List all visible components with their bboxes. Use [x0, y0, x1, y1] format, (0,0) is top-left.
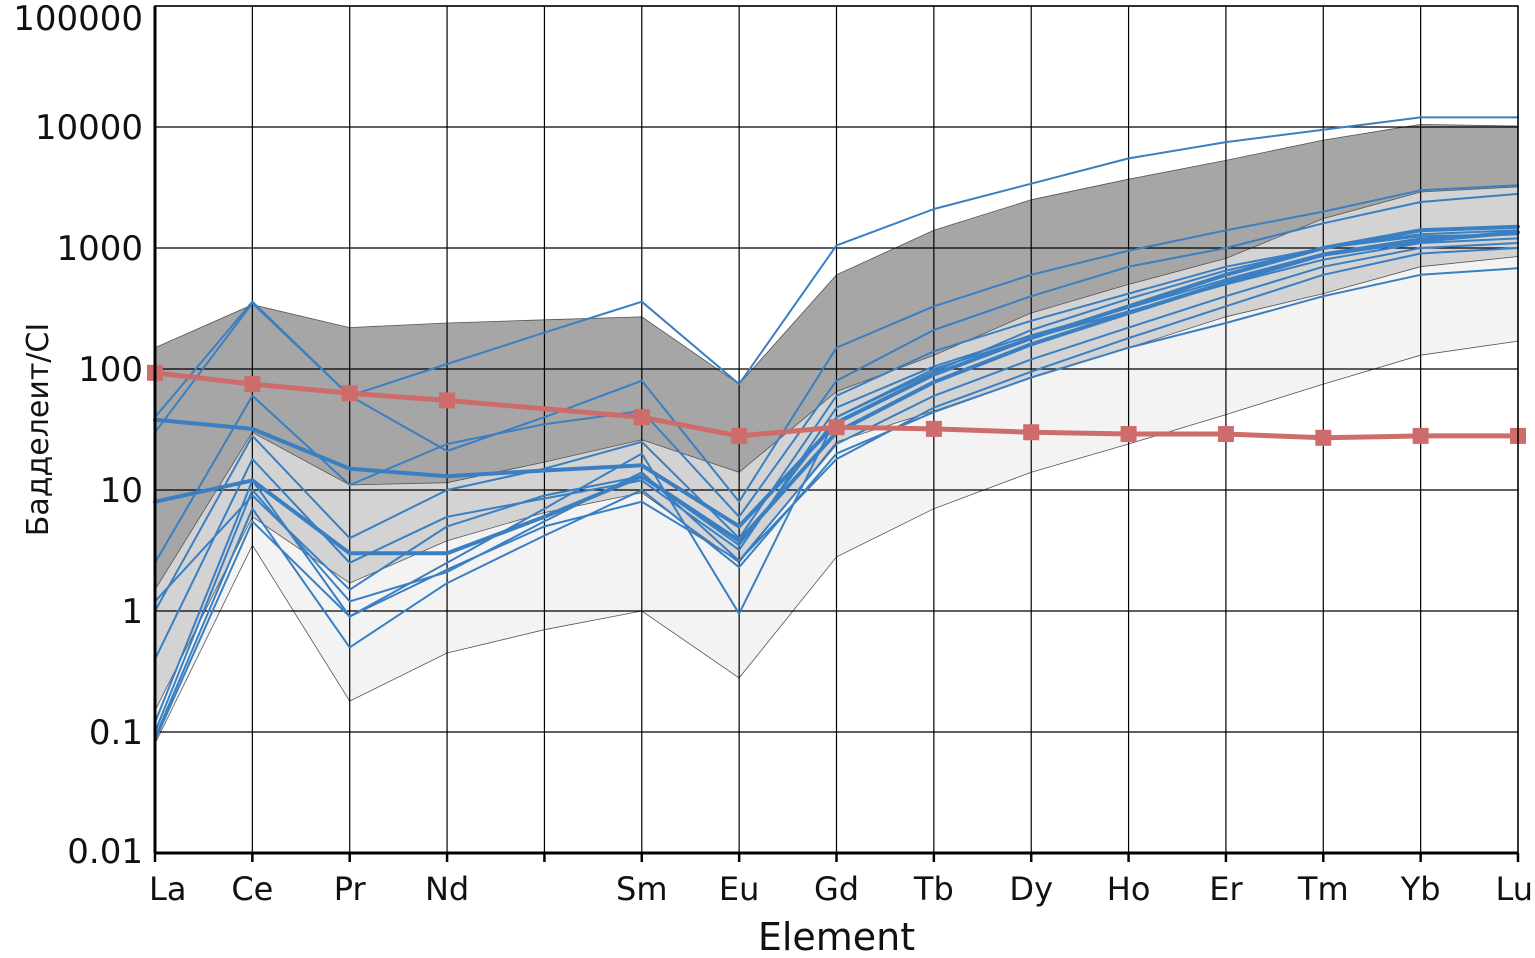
reference-marker-3 [341, 385, 358, 402]
reference-marker-9 [1023, 424, 1040, 441]
x-tick-label-er: Er [1209, 870, 1243, 908]
x-tick-label-la: La [149, 870, 186, 908]
sample-series-line-6 [154, 229, 1519, 612]
x-tick-label-tm: Tm [1297, 870, 1349, 908]
x-tick-label-sm: Sm [616, 870, 667, 908]
reference-marker-5 [633, 409, 650, 426]
reference-marker-12 [1315, 429, 1332, 446]
tick-labels: 0.01 0.1 1 10 100 1000 10000 100000 La Ce Pr Nd Sm Eu… [13, 0, 1533, 908]
x-tick-label-ce: Ce [231, 870, 273, 908]
reference-marker-7 [828, 419, 845, 436]
sample-series-line-9 [154, 242, 1519, 733]
y-axis-label: Бадделеит/CI [21, 323, 56, 536]
x-tick-label-tb: Tb [913, 870, 954, 908]
y-tick-label-7: 100000 [13, 0, 143, 39]
y-tick-label-5: 1000 [56, 229, 143, 269]
x-tick-label-dy: Dy [1009, 870, 1053, 908]
x-tick-label-yb: Yb [1400, 870, 1441, 908]
data-series [147, 116, 1526, 742]
x-tick-label-pr: Pr [334, 870, 367, 908]
x-axis-label: Element [758, 915, 915, 958]
sample-series-line-12 [154, 233, 1519, 603]
x-tick-label-eu: Eu [719, 870, 760, 908]
reference-marker-6 [731, 427, 748, 444]
x-tick-label-lu: Lu [1495, 870, 1533, 908]
y-tick-label-2: 1 [121, 592, 143, 632]
reference-marker-11 [1217, 426, 1234, 443]
y-tick-label-3: 10 [100, 471, 143, 511]
sample-series-line-7 [154, 233, 1519, 661]
reference-marker-8 [925, 420, 942, 437]
sample-series-line-4 [154, 184, 1519, 503]
reference-marker-13 [1412, 427, 1429, 444]
y-tick-label-4: 100 [78, 350, 143, 390]
reference-series-line [152, 370, 1521, 441]
sample-series-line-3 [154, 116, 1519, 419]
y-tick-label-0: 0.01 [67, 832, 143, 872]
sample-series-line-5 [154, 192, 1519, 564]
x-tick-label-gd: Gd [814, 870, 859, 908]
axes [153, 5, 1520, 862]
x-tick-label-nd: Nd [425, 870, 469, 908]
reference-marker-10 [1120, 426, 1137, 443]
reference-marker-2 [244, 376, 261, 393]
y-tick-label-1: 0.1 [89, 713, 143, 753]
sample-series-line-11 [154, 247, 1519, 742]
x-tick-label-ho: Ho [1107, 870, 1151, 908]
reference-marker-4 [439, 392, 456, 409]
sample-series-line-10 [154, 267, 1519, 739]
y-tick-label-6: 10000 [35, 108, 143, 148]
